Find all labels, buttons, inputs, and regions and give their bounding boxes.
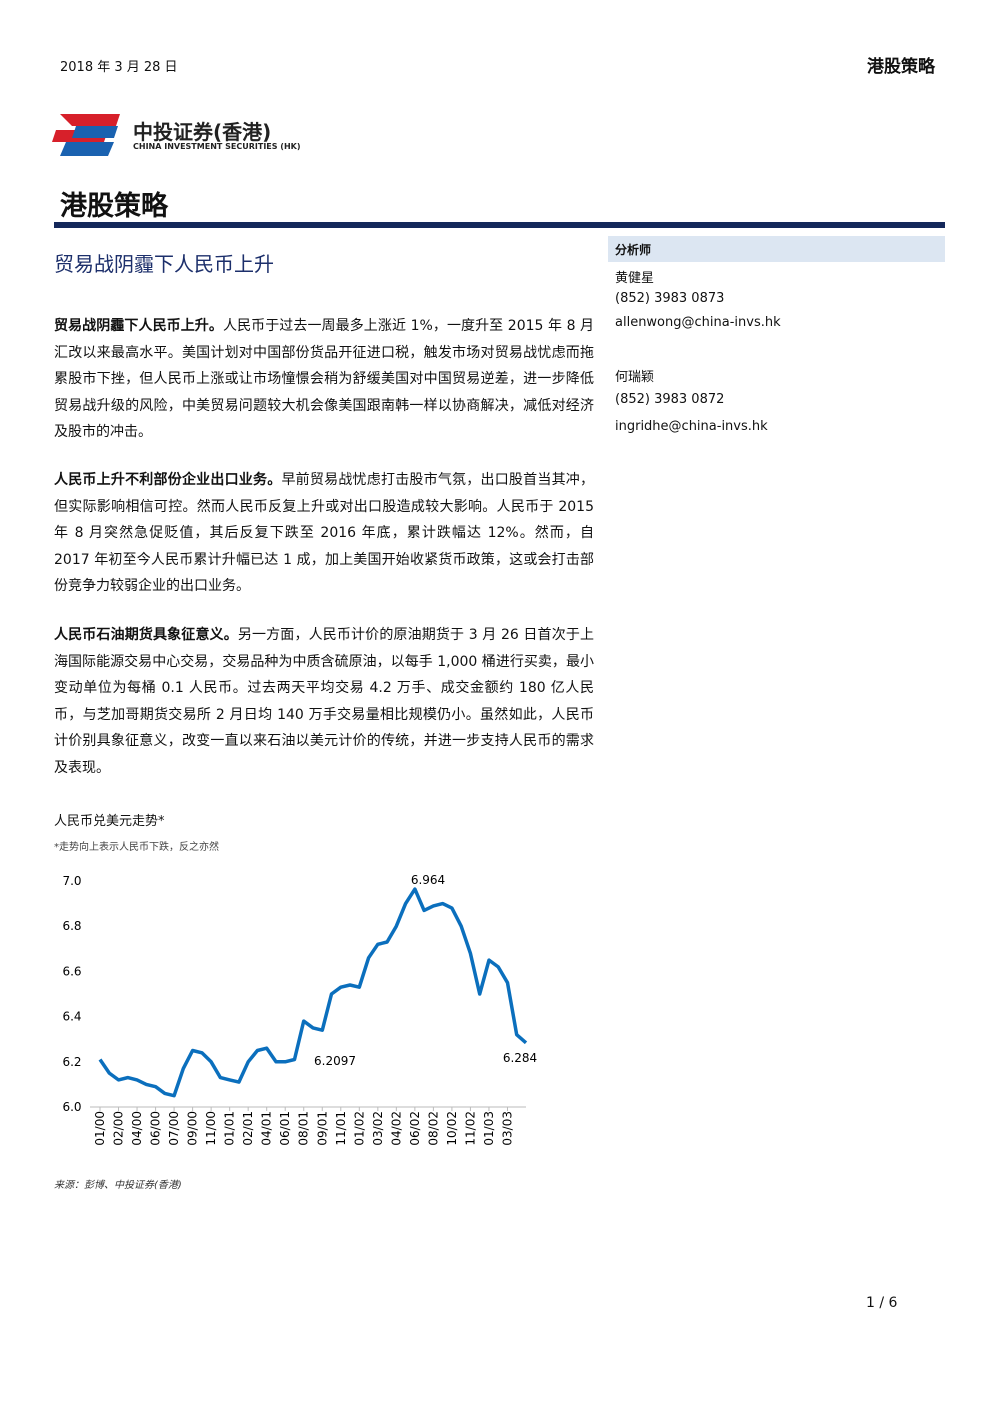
paragraph: 贸易战阴霾下人民币上升。人民币于过去一周最多上涨近 1%，一度升至 2015 年… [54, 313, 594, 446]
x-tick-label: 02/00 [112, 1111, 126, 1146]
x-tick-label: 10/02 [445, 1111, 459, 1146]
paragraph-lead: 人民币石油期货具象征意义。 [54, 627, 238, 643]
article-title: 贸易战阴霾下人民币上升 [54, 252, 274, 276]
y-tick-label: 6.4 [62, 1010, 81, 1024]
x-tick-label: 01/01 [223, 1111, 237, 1146]
y-tick-label: 6.0 [62, 1100, 81, 1114]
paragraph-lead: 贸易战阴霾下人民币上升。 [54, 318, 223, 334]
x-tick-label: 02/01 [241, 1111, 255, 1146]
y-tick-label: 6.2 [62, 1055, 81, 1069]
x-tick-label: 06/02 [408, 1111, 422, 1146]
logo-english: CHINA INVESTMENT SECURITIES (HK) [133, 142, 301, 151]
y-tick-label: 6.8 [62, 919, 81, 933]
paragraph-body: 早前贸易战忧虑打击股市气氛，出口股首当其冲，但实际影响相信可控。然而人民币反复上… [54, 472, 595, 594]
x-tick-label: 04/01 [260, 1111, 274, 1146]
x-tick-label: 03/02 [371, 1111, 385, 1146]
paragraph-body: 另一方面，人民币计价的原油期货于 3 月 26 日首次于上海国际能源交易中心交易… [54, 627, 594, 776]
section: 港股策略 [867, 57, 935, 77]
analyst-email: ingridhe@china-invs.hk [615, 419, 768, 434]
x-tick-label: 06/00 [149, 1111, 163, 1146]
sidebar-header [608, 236, 945, 262]
annotation: 6.284 [503, 1051, 537, 1065]
title-rule [54, 222, 945, 228]
x-tick-label: 04/00 [130, 1111, 144, 1146]
annotation: 6.2097 [314, 1054, 356, 1068]
x-tick-label: 09/00 [186, 1111, 200, 1146]
chart: 6.0 6.2 6.4 6.6 6.8 7.0 01/00 02/00 04/00 06/00 07… [62, 873, 537, 1146]
x-tick-label: 01/00 [93, 1111, 107, 1146]
x-tick-label: 11/00 [204, 1111, 218, 1146]
page-number: 1 / 6 [866, 1295, 898, 1311]
analyst-phone: (852) 3983 0872 [615, 392, 725, 407]
x-tick-label: 08/01 [297, 1111, 311, 1146]
paragraph-lead: 人民币上升不利部份企业出口业务。 [54, 472, 282, 488]
x-tick-label: 01/03 [482, 1111, 496, 1146]
chart-subtitle: *走势向上表示人民币下跌，反之亦然 [54, 842, 219, 853]
x-tick-label: 04/02 [389, 1111, 403, 1146]
x-tick-label: 06/01 [278, 1111, 292, 1146]
x-tick-label: 11/01 [334, 1111, 348, 1146]
paragraph-body: 人民币于过去一周最多上涨近 1%，一度升至 2015 年 8 月汇改以来最高水平… [54, 318, 595, 440]
x-tick-label: 11/02 [463, 1111, 477, 1146]
chart-source: 来源：彭博、中投证券(香港) [54, 1180, 182, 1191]
page-title: 港股策略 [60, 191, 168, 222]
x-tick-label: 03/03 [500, 1111, 514, 1146]
x-tick-label: 01/02 [352, 1111, 366, 1146]
y-tick-label: 7.0 [62, 874, 81, 888]
analyst-phone: (852) 3983 0873 [615, 291, 725, 306]
paragraph: 人民币石油期货具象征意义。另一方面，人民币计价的原油期货于 3 月 26 日首次… [54, 622, 594, 781]
y-tick-label: 6.6 [62, 964, 81, 978]
logo-mark [52, 114, 120, 156]
x-tick-label: 09/01 [315, 1111, 329, 1146]
x-tick-label: 07/00 [167, 1111, 181, 1146]
x-tick-label: 08/02 [426, 1111, 440, 1146]
paragraph: 人民币上升不利部份企业出口业务。早前贸易战忧虑打击股市气氛，出口股首当其冲，但实… [54, 467, 594, 600]
analyst-email: allenwong@china-invs.hk [615, 315, 781, 330]
line [98, 887, 528, 1098]
chart-title: 人民币兑美元走势* [54, 814, 165, 829]
logo-name: 中投证券(香港) [133, 120, 272, 144]
analyst-name: 何瑞颖 [615, 370, 655, 385]
annotation: 6.964 [411, 873, 445, 887]
sidebar-heading: 分析师 [615, 243, 652, 257]
analyst-name: 黄健星 [615, 271, 655, 286]
date: 2018 年 3 月 28 日 [60, 60, 178, 75]
